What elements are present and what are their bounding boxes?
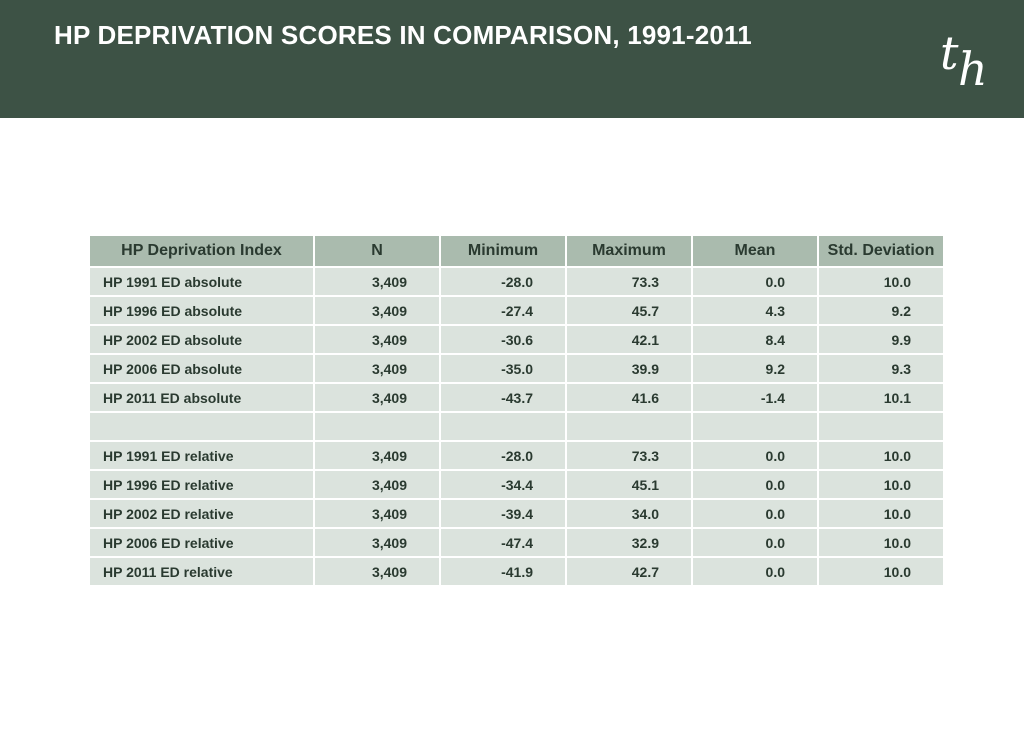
- table-row: [88, 411, 945, 442]
- table-cell: 3,409: [313, 469, 441, 500]
- table-cell: 3,409: [313, 556, 441, 587]
- row-label-cell: HP 2006 ED absolute: [88, 353, 315, 384]
- table-cell: 3,409: [313, 527, 441, 558]
- column-header: Std. Deviation: [817, 234, 945, 268]
- row-label-cell: HP 1991 ED relative: [88, 440, 315, 471]
- table-cell: 41.6: [565, 382, 693, 413]
- table-cell: 3,409: [313, 382, 441, 413]
- table-row: HP 1991 ED absolute 3,409 -28.0 73.3 0.0 10.0: [88, 266, 945, 297]
- table-cell: -35.0: [439, 353, 567, 384]
- row-label-cell: [88, 411, 315, 442]
- row-label-cell: HP 1991 ED absolute: [88, 266, 315, 297]
- table-cell: 73.3: [565, 440, 693, 471]
- table-cell: -47.4: [439, 527, 567, 558]
- row-label-cell: HP 1996 ED absolute: [88, 295, 315, 326]
- table-cell: -43.7: [439, 382, 567, 413]
- table-cell: 3,409: [313, 266, 441, 297]
- row-label-cell: HP 2006 ED relative: [88, 527, 315, 558]
- column-header: N: [313, 234, 441, 268]
- table-cell: 9.9: [817, 324, 945, 355]
- table-cell: -27.4: [439, 295, 567, 326]
- table-cell: 0.0: [691, 556, 819, 587]
- table-row: HP 2002 ED relative 3,409 -39.4 34.0 0.0 10.0: [88, 498, 945, 529]
- table-cell: -30.6: [439, 324, 567, 355]
- table-cell: 45.1: [565, 469, 693, 500]
- table-cell: 10.0: [817, 498, 945, 529]
- table-cell: 3,409: [313, 353, 441, 384]
- table-cell: 3,409: [313, 498, 441, 529]
- table-cell: 10.0: [817, 556, 945, 587]
- table-cell: 10.0: [817, 440, 945, 471]
- table-cell: -28.0: [439, 266, 567, 297]
- table-cell: 9.2: [691, 353, 819, 384]
- table-cell: 0.0: [691, 266, 819, 297]
- table-header-row: HP Deprivation Index N Minimum Maximum M…: [88, 234, 945, 268]
- table-cell: [439, 411, 567, 442]
- row-label-cell: HP 2002 ED relative: [88, 498, 315, 529]
- table-cell: 4.3: [691, 295, 819, 326]
- table-cell: 10.0: [817, 469, 945, 500]
- table-cell: 9.3: [817, 353, 945, 384]
- table-row: HP 1991 ED relative 3,409 -28.0 73.3 0.0 10.0: [88, 440, 945, 471]
- logo-letter-h: h: [958, 42, 988, 96]
- header-banner: HP DEPRIVATION SCORES IN COMPARISON, 199…: [0, 0, 1024, 118]
- table-row: HP 2011 ED relative 3,409 -41.9 42.7 0.0 10.0: [88, 556, 945, 587]
- column-header: Maximum: [565, 234, 693, 268]
- table-cell: -41.9: [439, 556, 567, 587]
- table-cell: 0.0: [691, 498, 819, 529]
- table-cell: 10.0: [817, 266, 945, 297]
- table-cell: 45.7: [565, 295, 693, 326]
- table-cell: 3,409: [313, 440, 441, 471]
- table-cell: 32.9: [565, 527, 693, 558]
- table-row: HP 2006 ED absolute 3,409 -35.0 39.9 9.2 9.3: [88, 353, 945, 384]
- deprivation-scores-table: HP Deprivation Index N Minimum Maximum M…: [88, 234, 945, 587]
- table-row: HP 2011 ED absolute 3,409 -43.7 41.6 -1.4 10.…: [88, 382, 945, 413]
- table-cell: 42.1: [565, 324, 693, 355]
- table-cell: [313, 411, 441, 442]
- row-label-cell: HP 2002 ED absolute: [88, 324, 315, 355]
- th-logo: t h: [938, 26, 996, 96]
- column-header: HP Deprivation Index: [88, 234, 315, 268]
- table-cell: 73.3: [565, 266, 693, 297]
- table-row: HP 1996 ED absolute 3,409 -27.4 45.7 4.3 9.2: [88, 295, 945, 326]
- column-header: Mean: [691, 234, 819, 268]
- table-cell: -34.4: [439, 469, 567, 500]
- table-cell: 3,409: [313, 324, 441, 355]
- row-label-cell: HP 2011 ED relative: [88, 556, 315, 587]
- table-cell: 9.2: [817, 295, 945, 326]
- table-cell: -28.0: [439, 440, 567, 471]
- table-cell: 34.0: [565, 498, 693, 529]
- table-row: HP 2006 ED relative 3,409 -47.4 32.9 0.0 10.0: [88, 527, 945, 558]
- table-row: HP 1996 ED relative 3,409 -34.4 45.1 0.0 10.0: [88, 469, 945, 500]
- table-cell: 42.7: [565, 556, 693, 587]
- table-row: HP 2002 ED absolute 3,409 -30.6 42.1 8.4 9.9: [88, 324, 945, 355]
- column-header: Minimum: [439, 234, 567, 268]
- table-cell: 0.0: [691, 527, 819, 558]
- table-cell: 0.0: [691, 440, 819, 471]
- table-cell: [565, 411, 693, 442]
- table-cell: 10.0: [817, 527, 945, 558]
- table-cell: 0.0: [691, 469, 819, 500]
- page-title: HP DEPRIVATION SCORES IN COMPARISON, 199…: [54, 20, 752, 50]
- table-cell: [691, 411, 819, 442]
- table-cell: [817, 411, 945, 442]
- row-label-cell: HP 2011 ED absolute: [88, 382, 315, 413]
- table-cell: -39.4: [439, 498, 567, 529]
- table-cell: -1.4: [691, 382, 819, 413]
- table-cell: 8.4: [691, 324, 819, 355]
- table-cell: 39.9: [565, 353, 693, 384]
- table-cell: 10.1: [817, 382, 945, 413]
- row-label-cell: HP 1996 ED relative: [88, 469, 315, 500]
- logo-letter-t: t: [940, 26, 959, 80]
- table-cell: 3,409: [313, 295, 441, 326]
